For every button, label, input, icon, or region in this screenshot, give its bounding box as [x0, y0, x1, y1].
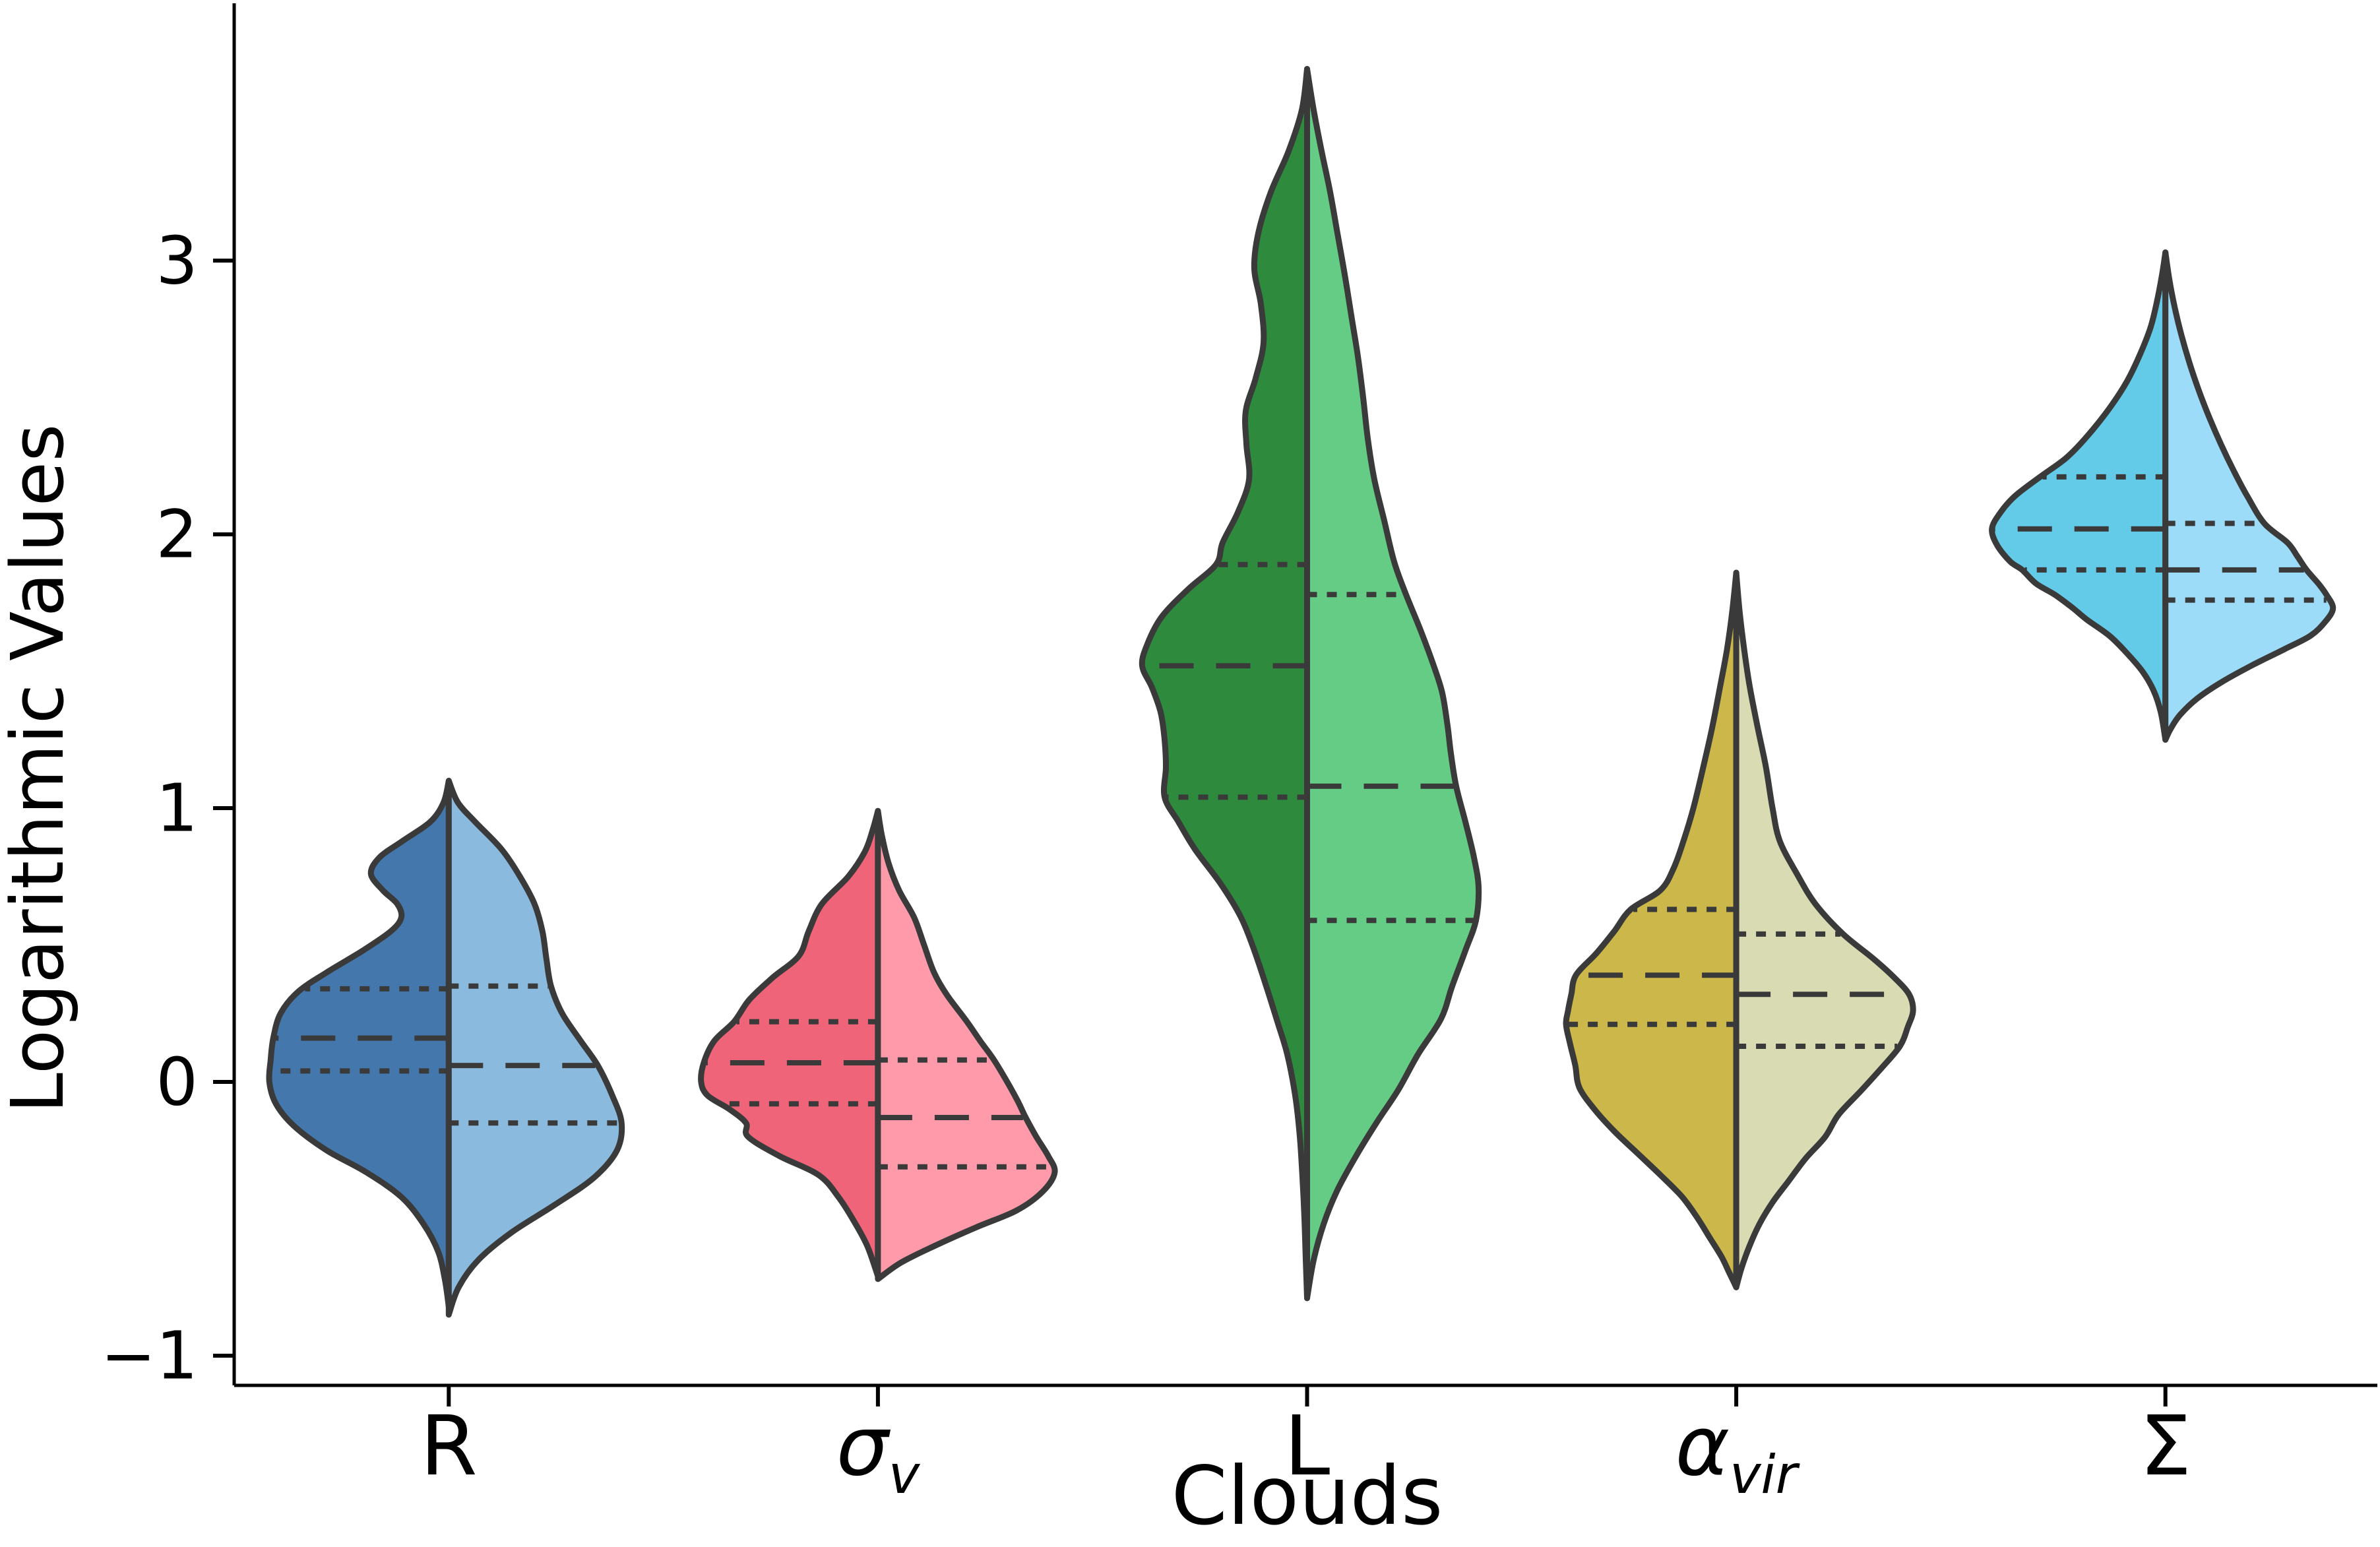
violin-R-left: [266, 778, 452, 1310]
violin-sigma-v-right: [875, 807, 1058, 1282]
y-tick-label-2: 2: [156, 496, 198, 573]
y-tick-label-1: 1: [156, 770, 198, 847]
x-tick-label-sigma-v: σv: [836, 1399, 921, 1505]
violin-Sigma-left: [1989, 249, 2169, 743]
y-tick-label-3: 3: [156, 222, 198, 300]
y-tick-label-0: 0: [156, 1044, 198, 1121]
x-tick-label-Sigma: Σ: [2139, 1399, 2191, 1494]
violin-Sigma-right: [2162, 249, 2336, 743]
x-tick-label-R: R: [420, 1399, 478, 1494]
violin-L-left: [1139, 66, 1310, 1302]
x-tick-label-alpha-vir: αvir: [1675, 1399, 1801, 1505]
violin-sigma-v-left: [698, 807, 881, 1280]
x-tick-label-L: L: [1284, 1399, 1331, 1494]
violin-alpha-vir-right: [1733, 569, 1916, 1290]
y-axis-title: Logarithmic Values: [0, 424, 80, 1113]
violin-alpha-vir-left: [1563, 569, 1739, 1290]
x-axis-title: Clouds: [1171, 1449, 1443, 1543]
violin-L-right: [1304, 66, 1482, 1302]
y-tick-label--1: −1: [101, 1317, 198, 1395]
violin-R-right: [445, 778, 625, 1318]
